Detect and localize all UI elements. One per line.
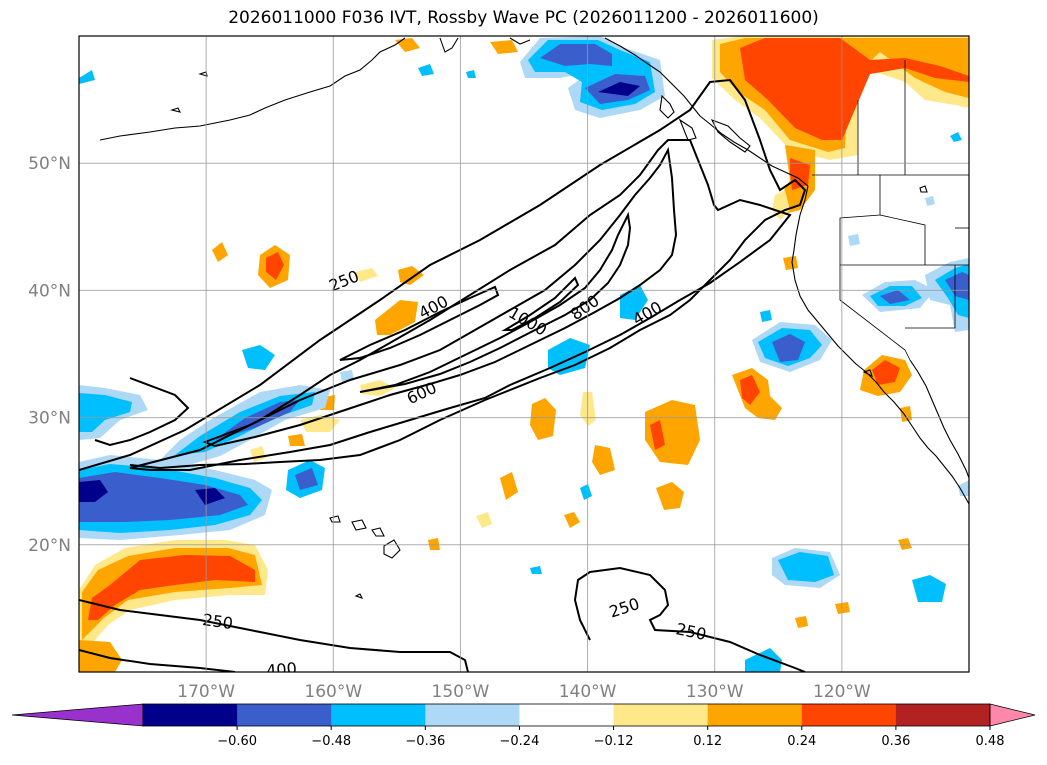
colorbar-tick-label: −0.60 xyxy=(217,734,257,749)
longitude-tick-label: 140°W xyxy=(559,682,617,702)
colorbar-frame xyxy=(142,703,991,727)
coastlines xyxy=(99,37,969,599)
plot-frame xyxy=(78,35,970,673)
contour-400-main xyxy=(129,139,792,471)
colorbar-tick-label: 0.48 xyxy=(976,734,1005,749)
map-plot-area: 250 400 1000 800 400 600 250 250 250 400 xyxy=(79,36,969,681)
contour-label: 250 xyxy=(201,610,234,633)
colorbar: −0.60 −0.48 −0.36 −0.24 −0.12 0.12 0.24 0.36 0.4… xyxy=(11,703,1036,749)
colorbar-segment xyxy=(613,704,709,726)
political-borders xyxy=(812,60,969,361)
colorbar-tick-label: −0.24 xyxy=(500,734,540,749)
latitude-tick-label: 50°N xyxy=(28,154,71,174)
colorbar-segment xyxy=(425,704,520,726)
colorbar-segment xyxy=(519,704,615,726)
colorbar-extend-low xyxy=(11,703,144,727)
contour-800 xyxy=(359,211,632,393)
longitude-tick-label: 150°W xyxy=(432,682,490,702)
colorbar-segment xyxy=(801,704,897,726)
contour-250-southeast xyxy=(573,566,806,672)
contour-250-main xyxy=(79,78,807,471)
colorbar-tick-label: 0.24 xyxy=(787,734,816,749)
colorbar-segment xyxy=(895,704,991,726)
contour-1000 xyxy=(501,276,580,331)
colorbar-tick-label: −0.12 xyxy=(594,734,634,749)
longitude-tick-label: 160°W xyxy=(304,682,362,702)
contour-label: 400 xyxy=(265,659,297,681)
latitude-tick-label: 40°N xyxy=(28,281,71,301)
longitude-tick-label: 120°W xyxy=(813,682,871,702)
colorbar-segment xyxy=(237,704,332,726)
colorbar-tick-label: −0.48 xyxy=(311,734,351,749)
colorbar-segment xyxy=(331,704,426,726)
longitude-labels: 170°W 160°W 150°W 140°W 130°W 120°W xyxy=(177,682,871,702)
latitude-tick-label: 30°N xyxy=(28,409,71,429)
gridlines xyxy=(79,36,969,672)
colorbar-tick-label: 0.12 xyxy=(693,734,722,749)
colorbar-extend-high xyxy=(989,703,1036,727)
latitude-tick-label: 20°N xyxy=(28,536,71,556)
contour-250-south xyxy=(79,599,469,672)
longitude-tick-label: 130°W xyxy=(686,682,744,702)
longitude-tick-label: 170°W xyxy=(177,682,235,702)
colorbar-segment xyxy=(707,704,803,726)
latitude-labels: 50°N 40°N 30°N 20°N xyxy=(28,154,71,556)
map-title: 2026011000 F036 IVT, Rossby Wave PC (202… xyxy=(228,8,819,28)
ivt-contours xyxy=(79,78,807,672)
colorbar-tick-label: −0.36 xyxy=(405,734,445,749)
contour-600-main xyxy=(202,146,678,448)
colorbar-segment xyxy=(143,704,238,726)
colorbar-tick-label: 0.36 xyxy=(881,734,910,749)
